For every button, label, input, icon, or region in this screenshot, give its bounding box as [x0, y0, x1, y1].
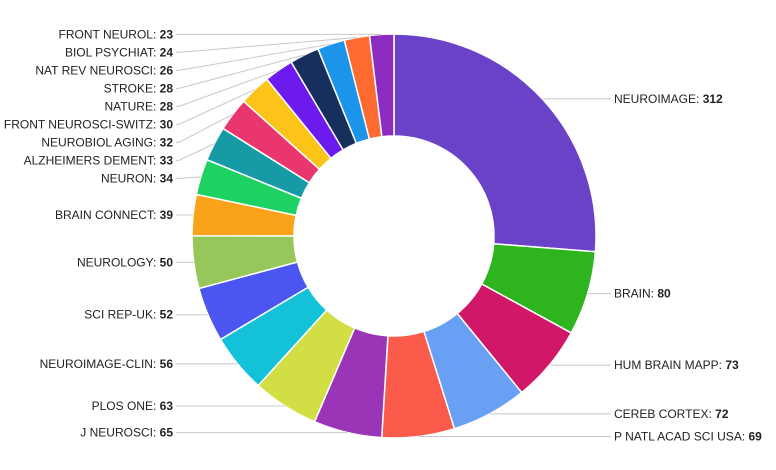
slice-label-value: 39: [160, 208, 174, 222]
leader-line-neuron: [176, 176, 201, 179]
slice-label-stroke: STROKE: 28: [104, 81, 174, 95]
slice-label-name: HUM BRAIN MAPP:: [614, 358, 725, 372]
slice-label-value: 312: [703, 92, 723, 106]
slice-label-name: SCI REP-UK:: [84, 308, 159, 322]
slice-label-j-neurosci: J NEUROSCI: 65: [80, 426, 173, 440]
slice-label-front-neurol: FRONT NEUROL: 23: [59, 27, 174, 41]
slice-label-value: 26: [160, 63, 174, 77]
labels-layer: NEUROIMAGE: 312 BRAIN: 80 HUM BRAIN MAPP: …: [4, 27, 762, 443]
slice-label-value: 32: [160, 135, 174, 149]
slice-label-neuroimage: NEUROIMAGE: 312: [614, 92, 723, 106]
slice-neuroimage[interactable]: [393, 33, 597, 253]
slice-label-value: 65: [160, 426, 174, 440]
slice-label-name: ALZHEIMERS DEMENT:: [24, 153, 160, 167]
slice-label-value: 73: [725, 358, 739, 372]
leader-line-alzheimers-dement: [176, 143, 215, 161]
slice-label-name: BRAIN CONNECT:: [55, 208, 160, 222]
slice-label-value: 23: [160, 27, 174, 41]
slice-label-name: STROKE:: [104, 81, 160, 95]
slice-label-plos-one: PLOS ONE: 63: [92, 399, 174, 413]
slice-label-cereb-cortex: CEREB CORTEX: 72: [614, 407, 729, 421]
slice-label-name: NAT REV NEUROSCI:: [35, 63, 159, 77]
slice-label-p-natl-acad-sci-usa: P NATL ACAD SCI USA: 69: [614, 430, 762, 444]
slice-label-value: 63: [160, 399, 174, 413]
slice-label-value: 52: [160, 308, 174, 322]
slice-label-neurobiol-aging: NEUROBIOL AGING: 32: [41, 135, 173, 149]
leader-line-front-neurosci-switz: [176, 89, 255, 125]
slice-label-name: FRONT NEUROL:: [59, 27, 160, 41]
slice-label-name: NEURON:: [101, 171, 160, 185]
leader-line-nature: [176, 69, 279, 107]
slice-label-name: CEREB CORTEX:: [614, 407, 715, 421]
slice-label-value: 69: [748, 430, 762, 444]
slice-label-value: 28: [160, 99, 174, 113]
slice-label-value: 24: [160, 45, 174, 59]
slice-label-front-neurosci-switz: FRONT NEUROSCI-SWITZ: 30: [4, 117, 173, 131]
leader-line-nat-rev-neurosci: [176, 43, 332, 71]
leader-lines-layer: [176, 33, 611, 438]
slice-label-brain: BRAIN: 80: [614, 287, 671, 301]
slice-label-nat-rev-neurosci: NAT REV NEUROSCI: 26: [35, 63, 173, 77]
slice-label-name: P NATL ACAD SCI USA:: [614, 430, 748, 444]
slice-label-name: FRONT NEUROSCI-SWITZ:: [4, 117, 160, 131]
slice-label-name: BRAIN:: [614, 287, 657, 301]
slices-layer: [191, 33, 597, 439]
slice-label-name: NEUROIMAGE:: [614, 92, 703, 106]
slice-label-value: 50: [160, 255, 174, 269]
slice-label-nature: NATURE: 28: [105, 99, 174, 113]
slice-label-sci-rep-uk: SCI REP-UK: 52: [84, 308, 173, 322]
slice-label-alzheimers-dement: ALZHEIMERS DEMENT: 33: [24, 153, 174, 167]
slice-label-name: NEUROIMAGE-CLIN:: [40, 357, 160, 371]
slice-label-name: NEUROBIOL AGING:: [41, 135, 159, 149]
slice-label-value: 34: [160, 171, 174, 185]
slice-label-brain-connect: BRAIN CONNECT: 39: [55, 208, 173, 222]
slice-label-value: 80: [657, 287, 671, 301]
slice-label-name: BIOL PSYCHIAT:: [65, 45, 160, 59]
leader-line-neurobiol-aging: [176, 113, 233, 143]
slice-label-name: NEUROLOGY:: [77, 255, 160, 269]
slice-label-name: NATURE:: [105, 99, 160, 113]
slice-label-value: 30: [160, 117, 174, 131]
slice-label-name: PLOS ONE:: [92, 399, 160, 413]
slice-label-name: J NEUROSCI:: [80, 426, 159, 440]
slice-label-value: 72: [715, 407, 729, 421]
leader-line-stroke: [176, 54, 305, 89]
slice-label-biol-psychiat: BIOL PSYCHIAT: 24: [65, 45, 173, 59]
slice-label-neuroimage-clin: NEUROIMAGE-CLIN: 56: [40, 357, 174, 371]
slice-label-neurology: NEUROLOGY: 50: [77, 255, 173, 269]
slice-label-hum-brain-mapp: HUM BRAIN MAPP: 73: [614, 358, 739, 372]
slice-label-value: 33: [160, 153, 174, 167]
leader-line-biol-psychiat: [176, 36, 357, 53]
slice-label-neuron: NEURON: 34: [101, 171, 173, 185]
slice-label-value: 28: [160, 81, 174, 95]
slice-label-value: 56: [160, 357, 174, 371]
